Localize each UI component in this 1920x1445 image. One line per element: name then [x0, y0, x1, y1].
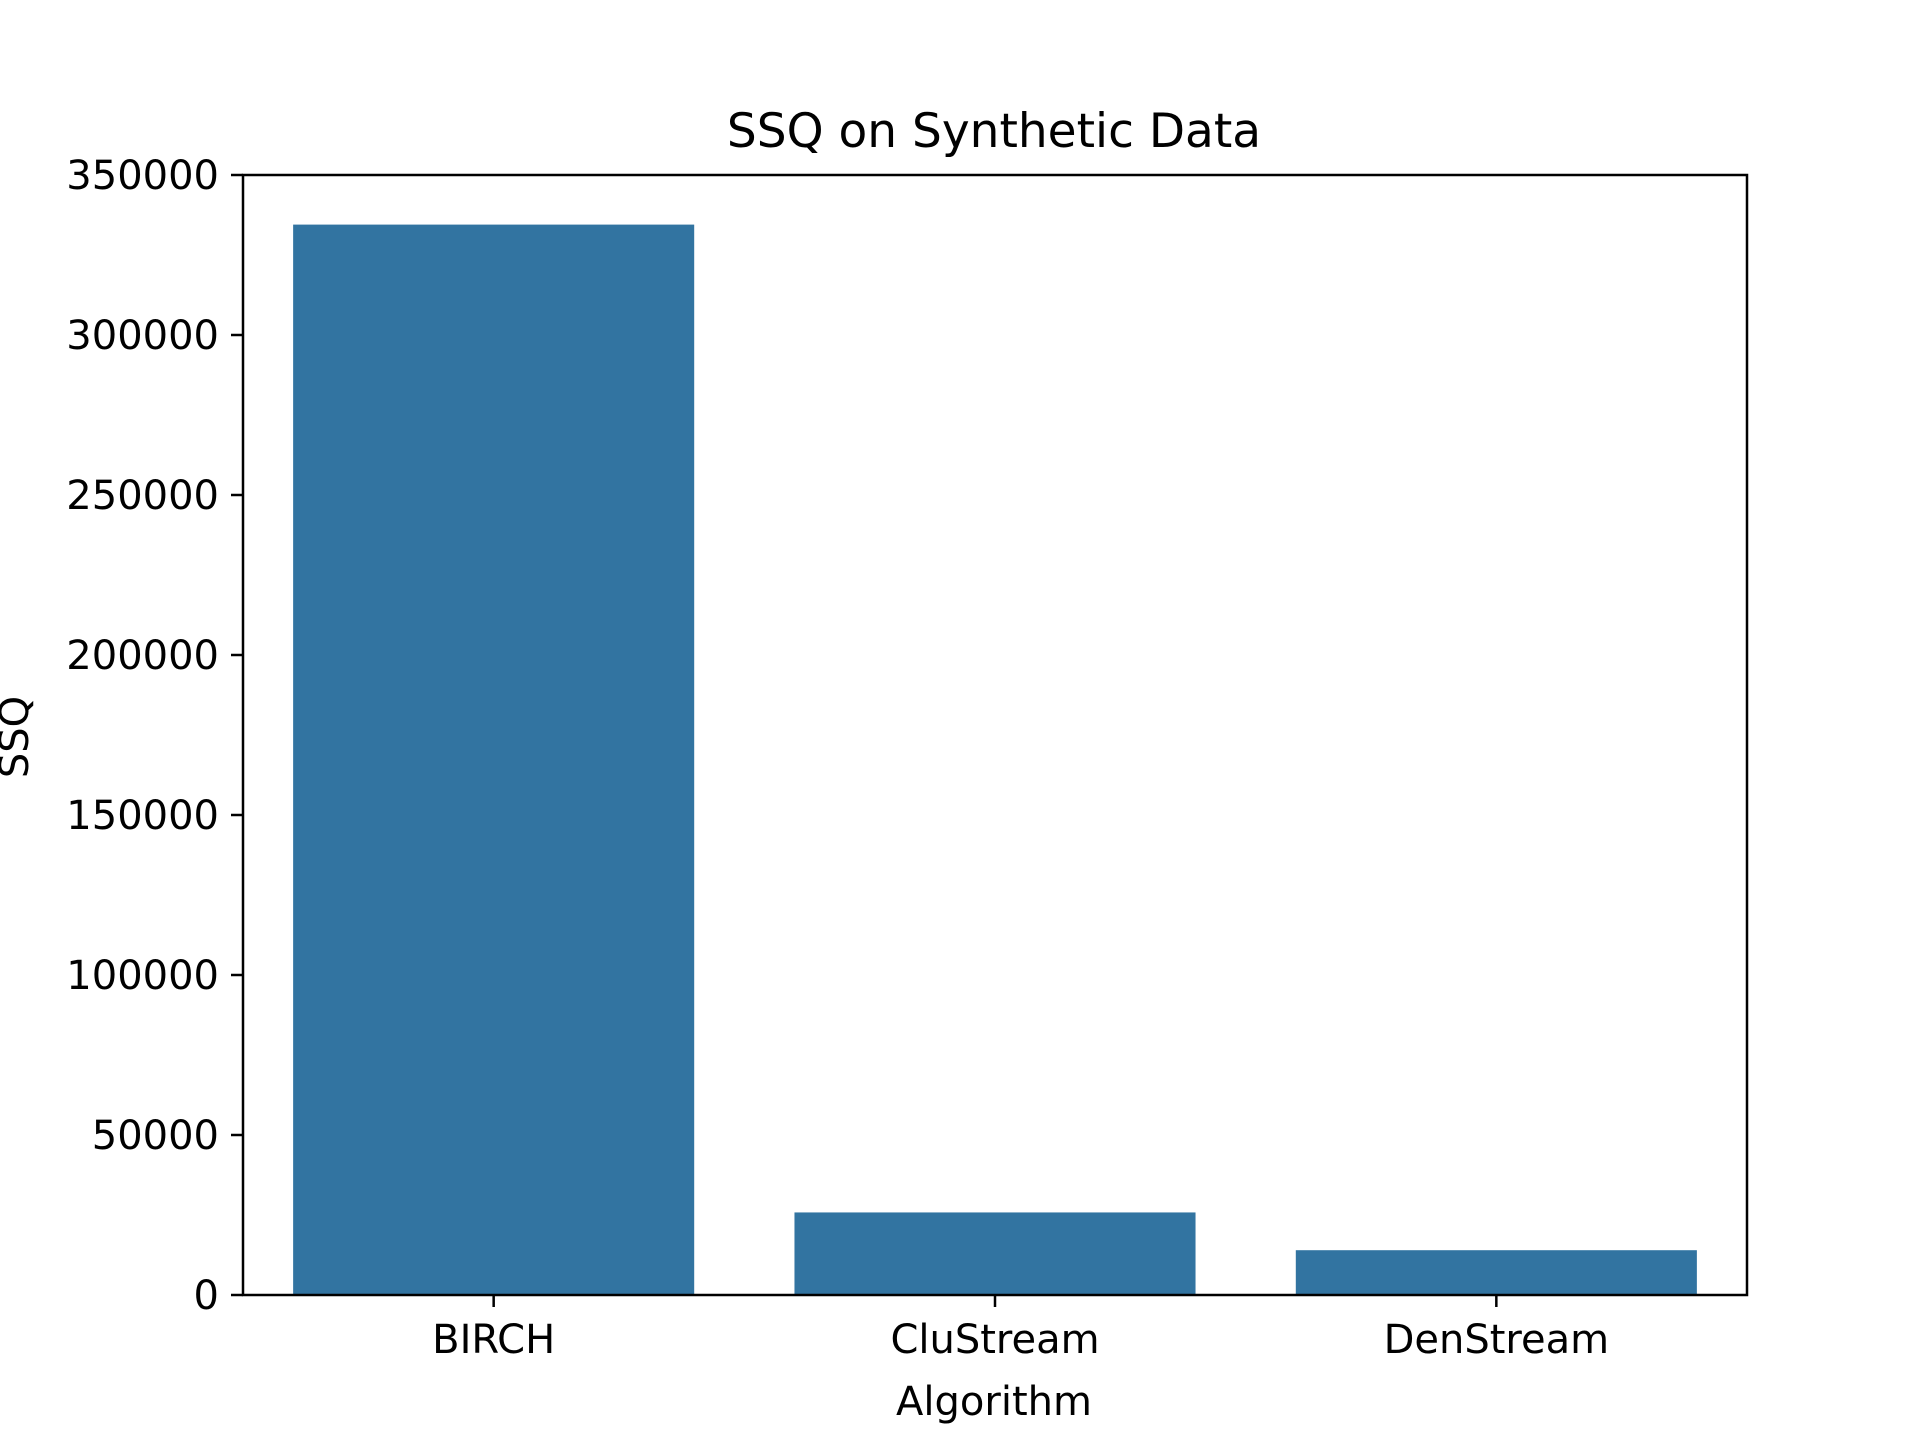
- y-tick-label: 0: [194, 1273, 219, 1319]
- x-tick-label: BIRCH: [432, 1317, 555, 1363]
- y-axis-ticks: 0 50000 100000 150000 200000 250000 300000 3500…: [66, 153, 243, 1319]
- bar-birch: [293, 224, 695, 1296]
- x-axis-ticks: BIRCH CluStream DenStream: [432, 1295, 1609, 1363]
- y-axis-label: SSQ: [0, 696, 38, 778]
- x-tick-label: CluStream: [890, 1317, 1099, 1363]
- x-tick-label: DenStream: [1384, 1317, 1610, 1363]
- plot-frame: [241, 173, 1749, 1297]
- bar-clustream: [794, 1212, 1196, 1295]
- y-tick-label: 300000: [66, 313, 219, 359]
- y-tick-label: 100000: [66, 953, 219, 999]
- y-tick-label: 350000: [66, 153, 219, 199]
- bars-layer: [293, 224, 1697, 1296]
- y-tick-label: 50000: [92, 1113, 219, 1159]
- x-axis-label: Algorithm: [896, 1379, 1092, 1425]
- bar-denstream: [1295, 1250, 1697, 1295]
- y-tick-label: 200000: [66, 633, 219, 679]
- chart-title: SSQ on Synthetic Data: [727, 104, 1261, 159]
- y-tick-label: 250000: [66, 473, 219, 519]
- y-tick-label: 150000: [66, 793, 219, 839]
